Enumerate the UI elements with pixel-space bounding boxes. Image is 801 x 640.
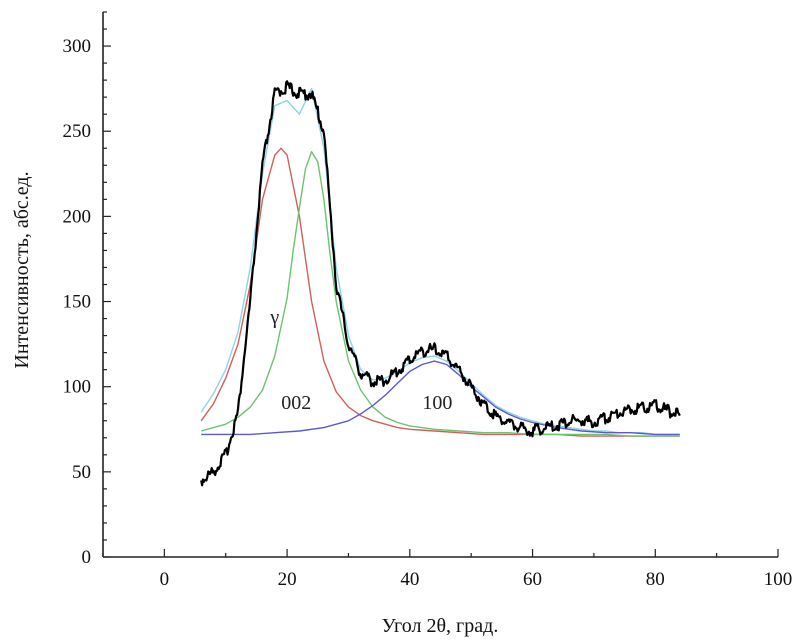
fit-series-line <box>200 87 680 436</box>
y-tick-label: 250 <box>63 121 92 142</box>
y-tick-label: 100 <box>63 377 92 398</box>
peak-annotation: 100 <box>422 392 452 414</box>
x-tick-label: 0 <box>160 569 170 590</box>
x-tick-label: 100 <box>764 569 793 590</box>
y-tick-label: 200 <box>63 206 92 227</box>
y-tick-label: 50 <box>72 462 91 483</box>
measured-series-line <box>200 80 681 487</box>
peak-annotation: 002 <box>281 392 311 414</box>
y-tick-label: 150 <box>63 292 92 313</box>
y-tick-label: 0 <box>82 547 92 568</box>
series-layer <box>200 80 681 487</box>
x-axis-title: Угол 2θ, град. <box>382 615 499 637</box>
fit-series-line <box>201 151 680 437</box>
peak-annotation: γ <box>269 307 279 329</box>
axes: 0 50 100 150 200 250 300 0 20 40 60 80 100 <box>63 11 793 590</box>
x-tick-label: 60 <box>523 569 542 590</box>
y-axis-title: Интенсивность, абс.ед. <box>11 171 33 368</box>
x-tick-label: 20 <box>278 569 297 590</box>
x-tick-label: 80 <box>646 569 665 590</box>
annotations: γ 002 100 <box>269 307 452 414</box>
y-tick-label: 300 <box>63 36 92 57</box>
x-tick-label: 40 <box>400 569 419 590</box>
fit-series-line <box>201 360 680 436</box>
